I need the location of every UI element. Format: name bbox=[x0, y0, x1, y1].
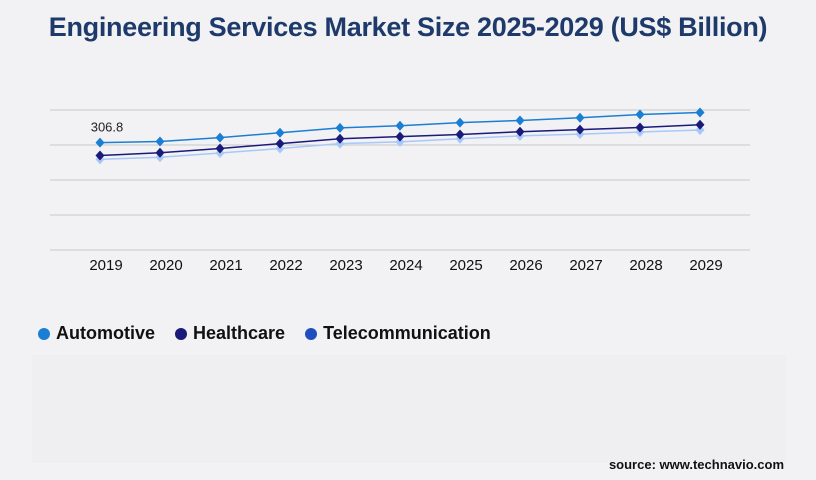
source-text: source: www.technavio.com bbox=[608, 457, 784, 472]
data-point bbox=[215, 132, 225, 143]
data-point bbox=[635, 122, 645, 133]
x-tick-label: 2024 bbox=[389, 257, 422, 274]
x-tick-label: 2022 bbox=[269, 257, 302, 274]
data-point bbox=[95, 137, 105, 148]
x-tick-label: 2028 bbox=[629, 257, 662, 274]
data-point bbox=[695, 124, 705, 135]
data-label: 306.8 bbox=[91, 120, 124, 135]
data-point bbox=[395, 131, 405, 142]
x-tick-label: 2023 bbox=[329, 257, 362, 274]
data-point bbox=[335, 122, 345, 133]
legend-marker-icon bbox=[305, 327, 318, 340]
data-point bbox=[455, 117, 465, 128]
x-tick-label: 2021 bbox=[209, 257, 242, 274]
legend: Automotive Healthcare Telecommunication bbox=[38, 323, 491, 344]
chart-title: Engineering Services Market Size 2025-20… bbox=[48, 12, 768, 42]
data-point bbox=[275, 127, 285, 138]
data-point bbox=[575, 124, 585, 135]
legend-marker-icon bbox=[175, 327, 187, 340]
x-tick-label: 2025 bbox=[449, 257, 482, 274]
legend-label: Healthcare bbox=[193, 323, 286, 343]
data-point bbox=[455, 129, 465, 140]
legend-item: Telecommunication bbox=[305, 323, 491, 344]
data-point bbox=[95, 150, 105, 161]
data-point bbox=[275, 138, 285, 149]
background-panel bbox=[32, 355, 786, 463]
x-tick-label: 2019 bbox=[89, 257, 122, 274]
data-point bbox=[695, 107, 705, 118]
data-point bbox=[695, 119, 705, 130]
x-tick-label: 2027 bbox=[569, 257, 602, 274]
x-tick-label: 2020 bbox=[149, 257, 182, 274]
legend-label: Automotive bbox=[56, 323, 155, 343]
data-point bbox=[575, 112, 585, 123]
data-point bbox=[155, 147, 165, 158]
legend-item: Automotive bbox=[38, 323, 155, 344]
data-point bbox=[215, 143, 225, 154]
data-point bbox=[395, 120, 405, 131]
data-point bbox=[335, 133, 345, 144]
x-tick-label: 2026 bbox=[509, 257, 542, 274]
legend-item: Healthcare bbox=[175, 323, 285, 344]
x-tick-label: 2029 bbox=[689, 257, 722, 274]
legend-label: Telecommunication bbox=[323, 323, 491, 343]
data-point bbox=[515, 126, 525, 137]
data-point bbox=[395, 136, 405, 147]
legend-marker-icon bbox=[38, 327, 50, 340]
data-point bbox=[155, 136, 165, 147]
data-point bbox=[635, 109, 645, 120]
line-chart: 2019 2020 2021 2022 2023 2024 2025 2026 2027 2028… bbox=[50, 107, 750, 274]
data-point bbox=[515, 115, 525, 126]
